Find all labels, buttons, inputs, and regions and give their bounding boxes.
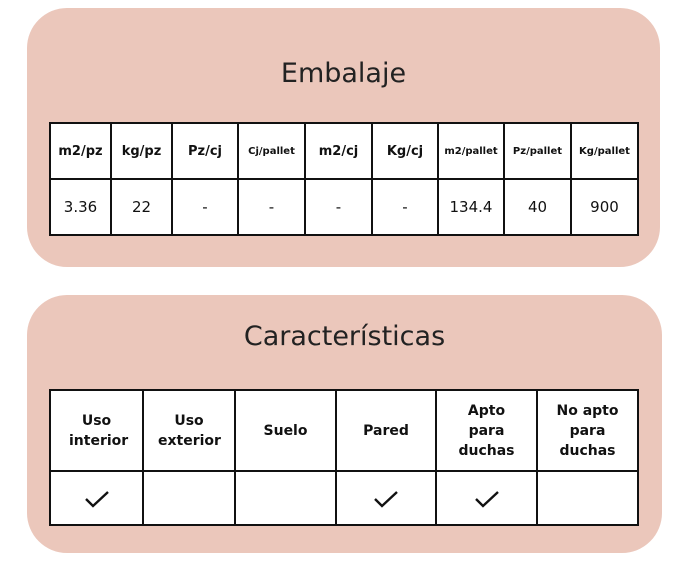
header-row: Uso interior Uso exterior Suelo Pared Ap… bbox=[49, 389, 639, 472]
value-cell: - bbox=[371, 178, 439, 236]
header-cell: Pared bbox=[335, 389, 437, 472]
caracteristicas-table: Uso interior Uso exterior Suelo Pared Ap… bbox=[49, 389, 639, 526]
value-cell: 134.4 bbox=[437, 178, 505, 236]
header-cell: Suelo bbox=[234, 389, 337, 472]
embalaje-title: Embalaje bbox=[280, 58, 407, 89]
header-cell: Pz/cj bbox=[171, 122, 239, 180]
header-cell: Cj/pallet bbox=[237, 122, 306, 180]
check-cell bbox=[142, 470, 236, 526]
header-cell: No apto para duchas bbox=[536, 389, 639, 472]
header-cell: Kg/cj bbox=[371, 122, 439, 180]
checkmark-icon bbox=[84, 491, 109, 508]
table-row bbox=[49, 470, 639, 526]
check-cell bbox=[435, 470, 538, 526]
embalaje-table: m2/pz kg/pz Pz/cj Cj/pallet m2/cj Kg/cj … bbox=[49, 122, 639, 236]
value-cell: - bbox=[237, 178, 306, 236]
header-cell: Pz/pallet bbox=[503, 122, 572, 180]
header-cell: m2/cj bbox=[304, 122, 373, 180]
value-cell: - bbox=[304, 178, 373, 236]
header-cell: Apto para duchas bbox=[435, 389, 538, 472]
value-cell: - bbox=[171, 178, 239, 236]
header-row: m2/pz kg/pz Pz/cj Cj/pallet m2/cj Kg/cj … bbox=[49, 122, 639, 180]
value-cell: 40 bbox=[503, 178, 572, 236]
value-cell: 3.36 bbox=[49, 178, 112, 236]
value-cell: 22 bbox=[110, 178, 173, 236]
value-cell: 900 bbox=[570, 178, 639, 236]
header-cell: m2/pallet bbox=[437, 122, 505, 180]
check-cell bbox=[335, 470, 437, 526]
header-cell: kg/pz bbox=[110, 122, 173, 180]
checkmark-icon bbox=[474, 491, 499, 508]
header-cell: Kg/pallet bbox=[570, 122, 639, 180]
caracteristicas-title: Características bbox=[243, 321, 446, 352]
header-cell: Uso interior bbox=[49, 389, 144, 472]
check-cell bbox=[536, 470, 639, 526]
check-cell bbox=[49, 470, 144, 526]
header-cell: m2/pz bbox=[49, 122, 112, 180]
header-cell: Uso exterior bbox=[142, 389, 236, 472]
checkmark-icon bbox=[374, 491, 398, 508]
check-cell bbox=[234, 470, 337, 526]
table-row: 3.36 22 - - - - 134.4 40 900 bbox=[49, 178, 639, 236]
